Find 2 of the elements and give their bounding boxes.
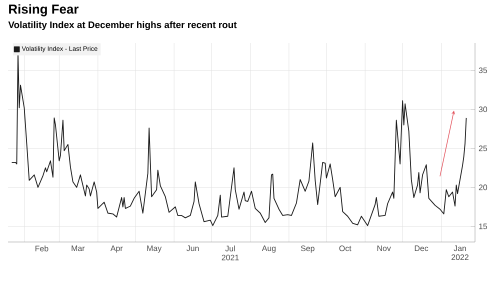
chart-subtitle: Volatility Index at December highs after recent rout xyxy=(8,21,237,30)
chart-title: Rising Fear xyxy=(9,4,79,16)
